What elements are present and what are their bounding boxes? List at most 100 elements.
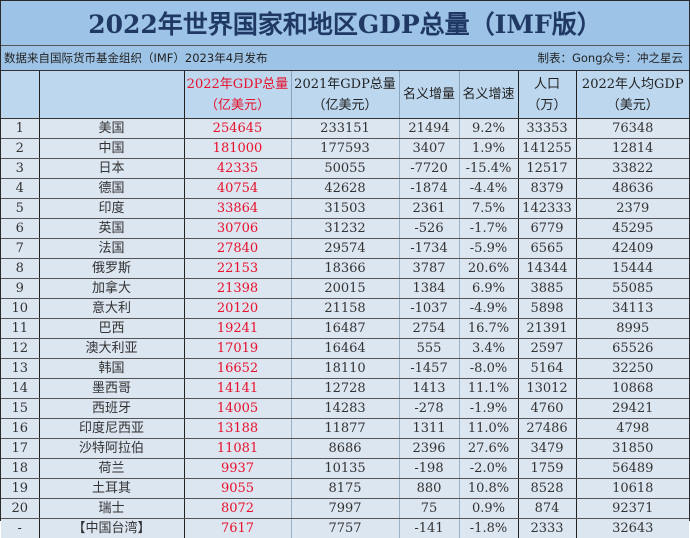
- header-name: [39, 71, 184, 119]
- cell-population: 6779: [518, 219, 576, 239]
- cell-country: 【中国台湾】: [39, 519, 184, 538]
- cell-nominal-increase: 2396: [399, 439, 459, 459]
- header-population-line1: 人口: [519, 74, 576, 95]
- cell-country: 韩国: [39, 359, 184, 379]
- cell-country: 德国: [39, 179, 184, 199]
- cell-gdp-per-capita: 34113: [576, 299, 689, 319]
- cell-nominal-increase: 1413: [399, 379, 459, 399]
- cell-country: 英国: [39, 219, 184, 239]
- cell-gdp-2022: 20120: [184, 299, 291, 319]
- cell-gdp-per-capita: 42409: [576, 239, 689, 259]
- cell-nominal-increase: 3407: [399, 139, 459, 159]
- cell-gdp-2022: 40754: [184, 179, 291, 199]
- cell-nominal-growth: -1.7%: [459, 219, 518, 239]
- cell-nominal-growth: -1.9%: [459, 399, 518, 419]
- cell-population: 8528: [518, 479, 576, 499]
- cell-nominal-increase: -141: [399, 519, 459, 538]
- cell-gdp-2022: 16652: [184, 359, 291, 379]
- cell-nominal-increase: 2754: [399, 319, 459, 339]
- header-gdp-2021: 2021年GDP总量（亿美元）: [291, 71, 399, 119]
- cell-nominal-growth: 1.9%: [459, 139, 518, 159]
- cell-gdp-per-capita: 31850: [576, 439, 689, 459]
- cell-nominal-growth: -8.0%: [459, 359, 518, 379]
- cell-gdp-2021: 20015: [291, 279, 399, 299]
- cell-population: 2597: [518, 339, 576, 359]
- cell-population: 8379: [518, 179, 576, 199]
- cell-rank: 13: [1, 359, 39, 379]
- cell-population: 2333: [518, 519, 576, 538]
- header-gdp-2021-unit: （亿美元）: [292, 95, 399, 116]
- cell-gdp-2021: 7757: [291, 519, 399, 538]
- cell-gdp-2021: 21158: [291, 299, 399, 319]
- cell-rank: 12: [1, 339, 39, 359]
- cell-rank: 2: [1, 139, 39, 159]
- cell-population: 5164: [518, 359, 576, 379]
- cell-rank: 1: [1, 119, 39, 139]
- cell-gdp-2022: 22153: [184, 259, 291, 279]
- cell-gdp-per-capita: 4798: [576, 419, 689, 439]
- cell-rank: 10: [1, 299, 39, 319]
- cell-gdp-2022: 30706: [184, 219, 291, 239]
- cell-country: 土耳其: [39, 479, 184, 499]
- cell-gdp-2022: 21398: [184, 279, 291, 299]
- cell-population: 13012: [518, 379, 576, 399]
- cell-gdp-2022: 9937: [184, 459, 291, 479]
- cell-country: 巴西: [39, 319, 184, 339]
- cell-gdp-2022: 8072: [184, 499, 291, 519]
- cell-gdp-per-capita: 12814: [576, 139, 689, 159]
- cell-gdp-per-capita: 32643: [576, 519, 689, 538]
- header-gdp-2022: 2022年GDP总量（亿美元）: [184, 71, 291, 119]
- header-gdp-per-capita-unit: （美元）: [577, 95, 690, 116]
- cell-country: 中国: [39, 139, 184, 159]
- cell-rank: 7: [1, 239, 39, 259]
- cell-country: 印度: [39, 199, 184, 219]
- cell-nominal-increase: 75: [399, 499, 459, 519]
- cell-nominal-increase: 2361: [399, 199, 459, 219]
- cell-gdp-per-capita: 92371: [576, 499, 689, 519]
- cell-population: 3885: [518, 279, 576, 299]
- cell-gdp-2021: 31503: [291, 199, 399, 219]
- cell-gdp-2022: 42335: [184, 159, 291, 179]
- cell-nominal-growth: -15.4%: [459, 159, 518, 179]
- cell-rank: 8: [1, 259, 39, 279]
- header-nominal-increase: 名义增量: [399, 71, 459, 119]
- cell-rank: 18: [1, 459, 39, 479]
- cell-gdp-per-capita: 48636: [576, 179, 689, 199]
- cell-country: 法国: [39, 239, 184, 259]
- cell-population: 12517: [518, 159, 576, 179]
- cell-gdp-2022: 11081: [184, 439, 291, 459]
- subtitle-row: 数据来自国际货币基金组织（IMF）2023年4月发布 制表：Gong众号：冲之星…: [1, 46, 689, 71]
- cell-nominal-increase: -198: [399, 459, 459, 479]
- cell-gdp-per-capita: 56489: [576, 459, 689, 479]
- page-title: 2022年世界国家和地区GDP总量（IMF版）: [1, 1, 689, 46]
- cell-country: 沙特阿拉伯: [39, 439, 184, 459]
- cell-nominal-growth: 11.0%: [459, 419, 518, 439]
- cell-nominal-increase: -526: [399, 219, 459, 239]
- cell-rank: 19: [1, 479, 39, 499]
- cell-gdp-per-capita: 15444: [576, 259, 689, 279]
- cell-gdp-2021: 8175: [291, 479, 399, 499]
- cell-nominal-increase: -1457: [399, 359, 459, 379]
- cell-nominal-growth: 9.2%: [459, 119, 518, 139]
- cell-rank: 16: [1, 419, 39, 439]
- cell-gdp-2022: 13188: [184, 419, 291, 439]
- cell-gdp-2021: 29574: [291, 239, 399, 259]
- cell-gdp-per-capita: 32250: [576, 359, 689, 379]
- cell-nominal-increase: 21494: [399, 119, 459, 139]
- cell-rank: 6: [1, 219, 39, 239]
- cell-country: 俄罗斯: [39, 259, 184, 279]
- cell-gdp-per-capita: 33822: [576, 159, 689, 179]
- cell-country: 荷兰: [39, 459, 184, 479]
- cell-gdp-per-capita: 55085: [576, 279, 689, 299]
- cell-gdp-2021: 12728: [291, 379, 399, 399]
